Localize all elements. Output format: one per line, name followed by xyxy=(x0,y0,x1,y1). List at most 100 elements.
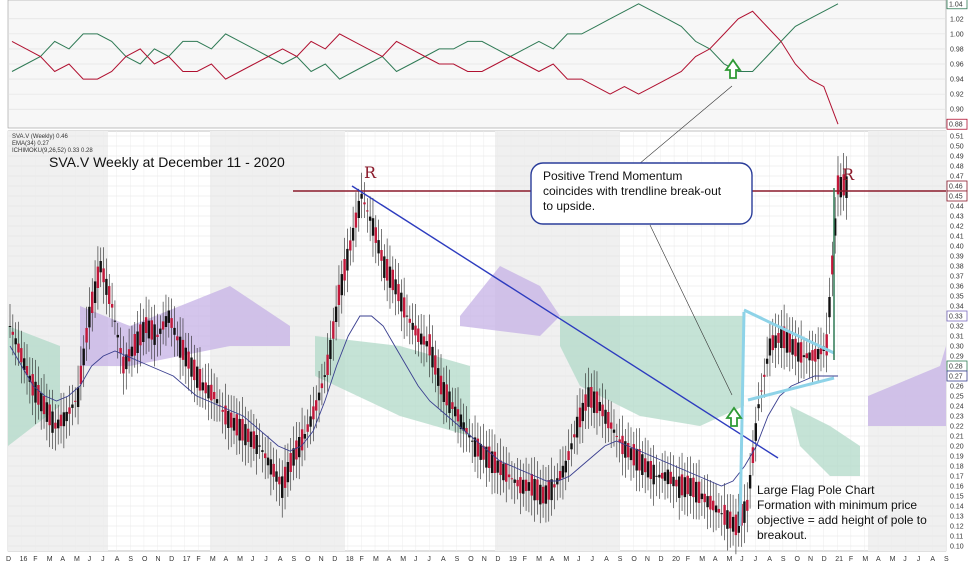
candle-body xyxy=(578,407,582,428)
candle-body xyxy=(360,193,363,199)
candle-body xyxy=(164,316,168,327)
candle-body xyxy=(317,392,321,401)
candle-body xyxy=(788,332,791,353)
candle-body xyxy=(383,256,386,278)
candle-body xyxy=(598,402,601,411)
candle-body xyxy=(337,284,341,305)
candle-body xyxy=(312,406,315,420)
candle-body xyxy=(227,410,230,428)
x-tick-label: A xyxy=(930,556,935,563)
x-tick-label: D xyxy=(169,556,174,563)
candle-body xyxy=(558,471,562,481)
candle-body xyxy=(817,349,820,360)
candle-body xyxy=(144,317,148,333)
candle-body xyxy=(845,176,848,198)
candle-body xyxy=(695,481,698,503)
candle-body xyxy=(315,400,318,411)
candle-body xyxy=(385,259,389,281)
candle-body xyxy=(264,453,267,459)
candle-body xyxy=(62,412,66,427)
price-badge-text: 0.28 xyxy=(949,364,963,371)
candle-body xyxy=(547,480,550,500)
candle-body xyxy=(635,448,638,471)
candle-body xyxy=(522,479,525,494)
x-tick-label: M xyxy=(74,556,80,563)
candle-body xyxy=(499,460,502,475)
candle-body xyxy=(524,479,528,492)
x-tick-label: J xyxy=(264,556,268,563)
candle-body xyxy=(437,368,440,386)
candle-body xyxy=(133,334,136,356)
x-tick-label: D xyxy=(6,556,11,563)
candle-body xyxy=(306,424,309,432)
price-badge xyxy=(946,310,968,322)
candle-body xyxy=(434,355,437,375)
price-badge xyxy=(946,370,968,382)
x-tick-label: J xyxy=(88,556,92,563)
candle-body xyxy=(644,458,647,473)
candle-body xyxy=(181,339,185,360)
candle-body xyxy=(255,435,258,454)
resistance-mark-right: R xyxy=(842,165,855,184)
x-tick-label: N xyxy=(645,556,650,563)
y-tick-label: 0.49 xyxy=(950,154,964,161)
x-tick-label: A xyxy=(767,556,772,563)
candle-body xyxy=(771,335,774,351)
ichimoku-cloud xyxy=(560,316,744,426)
candle-body xyxy=(442,382,445,402)
candle-body xyxy=(184,347,187,367)
candle-body xyxy=(269,459,273,475)
candle-body xyxy=(839,177,842,198)
shade-band xyxy=(868,131,946,551)
x-tick-label: M xyxy=(563,556,569,563)
x-tick-label: N xyxy=(808,556,813,563)
x-tick-label: J xyxy=(414,556,418,563)
candle-body xyxy=(320,383,324,389)
candle-body xyxy=(655,475,658,477)
candle-body xyxy=(502,463,505,481)
candle-body xyxy=(303,434,307,439)
candle-body xyxy=(527,482,531,491)
candle-body xyxy=(238,418,241,441)
top-y-tick-label: 1.00 xyxy=(950,31,964,38)
candle-body xyxy=(485,446,488,468)
candle-body xyxy=(819,346,823,355)
candle-body xyxy=(170,318,173,328)
candle-body xyxy=(45,402,49,422)
price-badge-text: 0.45 xyxy=(949,194,963,201)
candle-body xyxy=(48,404,51,426)
candle-body xyxy=(201,382,204,391)
candle-body xyxy=(476,438,480,457)
x-tick-label: A xyxy=(604,556,609,563)
candle-body xyxy=(539,484,542,505)
candle-body xyxy=(130,346,134,357)
candle-body xyxy=(65,411,68,422)
ichimoku-cloud xyxy=(460,266,560,336)
candle-body xyxy=(88,306,91,328)
candle-body xyxy=(230,412,233,428)
candle-body xyxy=(794,338,797,357)
candle-body xyxy=(731,516,735,532)
candle-body xyxy=(204,382,207,394)
candle-body xyxy=(142,322,145,342)
y-tick-label: 0.38 xyxy=(950,264,964,271)
candle-body xyxy=(340,274,343,296)
candle-body xyxy=(768,338,772,356)
candle-body xyxy=(281,476,284,498)
candle-body xyxy=(326,354,329,375)
candle-body xyxy=(99,261,102,273)
candle-body xyxy=(278,476,281,485)
y-tick-label: 0.17 xyxy=(950,474,964,481)
candle-body xyxy=(782,326,786,349)
x-tick-label: M xyxy=(862,556,868,563)
top-y-tick-label: 1.02 xyxy=(950,16,964,23)
x-tick-label: D xyxy=(332,556,337,563)
candle-body xyxy=(471,440,474,442)
x-tick-label: M xyxy=(890,556,896,563)
y-tick-label: 0.37 xyxy=(950,274,964,281)
candle-body xyxy=(167,310,170,323)
flag-pattern xyxy=(738,188,835,527)
candle-body xyxy=(147,320,151,339)
candle-body xyxy=(658,474,661,478)
chart-title: SVA.V Weekly at December 11 - 2020 xyxy=(49,154,285,170)
